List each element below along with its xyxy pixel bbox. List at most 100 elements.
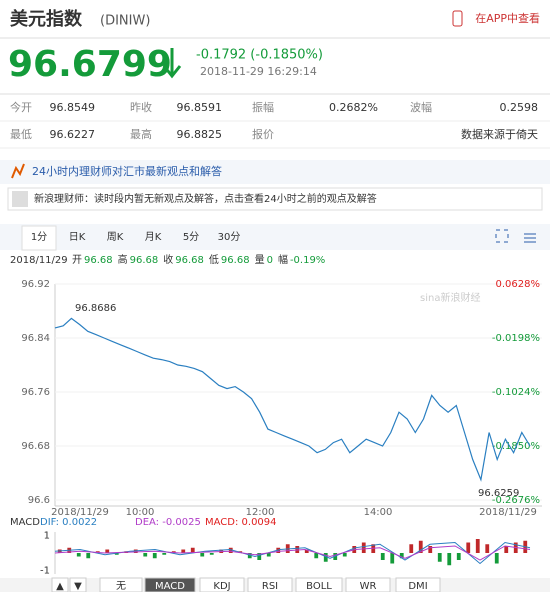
stat-value: 96.6227 [50, 128, 96, 141]
macd-bar [76, 553, 81, 557]
info-label: 量 [255, 254, 265, 266]
advisor-title[interactable]: 24小时内理财师对汇市最新观点和解答 [32, 164, 222, 178]
macd-bar [304, 549, 309, 553]
x-tick-label: 2018/11/29 [479, 507, 537, 518]
y-tick-label: 96.92 [21, 279, 50, 290]
macd-bar [342, 553, 347, 557]
macd-tick: -1 [40, 566, 50, 577]
macd-bar [105, 549, 110, 553]
bottom-tab[interactable]: BOLL [306, 581, 332, 592]
info-value: 96.68 [130, 255, 159, 266]
macd-bar [143, 553, 148, 557]
bottom-tab[interactable]: KDJ [213, 581, 230, 592]
right-label: -0.2676% [492, 495, 540, 506]
macd-bar [409, 544, 414, 553]
stat-value: 0.2598 [500, 101, 539, 114]
y-tick-label: 96.76 [21, 387, 50, 398]
price-line [54, 317, 531, 482]
stat-label: 最高 [130, 127, 152, 141]
high-label: 96.8686 [75, 303, 116, 314]
macd-bar [361, 542, 366, 553]
macd-bar [494, 553, 499, 564]
bottom-tab[interactable]: RSI [262, 581, 278, 592]
advisor-icon [11, 163, 25, 179]
tab[interactable]: 周K [107, 231, 124, 243]
info-date: 2018/11/29 [10, 255, 68, 266]
app-link[interactable]: 在APP中查看 [475, 11, 540, 25]
macd-bar [209, 553, 214, 555]
tab[interactable]: 月K [145, 231, 162, 243]
y-tick-label: 96.84 [21, 333, 50, 344]
stat-label: 波幅 [410, 101, 432, 114]
info-value: -0.19% [290, 255, 325, 266]
macd-bar [181, 549, 186, 553]
macd-bar [456, 553, 461, 560]
bottom-tab[interactable]: 无 [116, 581, 126, 592]
stat-label: 最低 [10, 128, 32, 141]
menu-icon[interactable] [524, 233, 536, 243]
macd-bar [418, 540, 423, 553]
tab[interactable]: 1分 [31, 231, 47, 243]
macd-legend: MACD [10, 517, 40, 528]
advisor-bar [0, 160, 550, 184]
time: 2018-11-29 16:29:14 [200, 65, 317, 78]
phone-icon [452, 10, 463, 27]
macd-bar [86, 553, 91, 559]
macd-bar [314, 553, 319, 559]
dea-line [54, 545, 531, 561]
stat-label: 昨收 [130, 100, 152, 114]
bottom-tab[interactable]: DMI [408, 581, 427, 592]
fullscreen-icon[interactable] [495, 229, 509, 243]
info-label: 开 [72, 255, 82, 266]
macd-bar [190, 547, 195, 553]
tab-selected [21, 225, 57, 251]
info-label: 高 [118, 253, 128, 266]
macd-bar [247, 553, 252, 559]
y-tick-label: 96.68 [21, 441, 50, 452]
macd-bar [475, 539, 480, 553]
info-value: 0 [267, 255, 273, 266]
price: 96.6799 [8, 44, 172, 85]
right-label: -0.0198% [492, 333, 540, 344]
code: (DINIW) [100, 14, 150, 29]
bottom-tab[interactable]: WR [360, 581, 377, 592]
macd-bar [380, 553, 385, 560]
stat-value: 96.8591 [177, 101, 223, 114]
info-label: 幅 [278, 253, 288, 266]
bottom-tab[interactable]: ▲ [56, 581, 64, 592]
advisor-box [7, 187, 543, 211]
x-tick-label: 10:00 [126, 507, 155, 518]
stat-label: 报价 [252, 127, 274, 141]
macd-legend: DIF: 0.0022 [40, 517, 97, 528]
stat-value: 96.8549 [50, 101, 96, 114]
stat-value: 96.8825 [177, 128, 223, 141]
macd-bar [390, 553, 395, 564]
macd-bar [228, 547, 233, 553]
info-label: 收 [163, 253, 173, 266]
macd-bar [447, 553, 452, 566]
right-label: -0.1024% [492, 387, 540, 398]
advisor-message[interactable]: 新浪理财师：读时段内暂无新观点及解答，点击查看24小时之前的观点及解答 [34, 192, 377, 205]
tab[interactable]: 5分 [183, 231, 199, 243]
macd-bar [323, 553, 328, 562]
macd-bar [152, 553, 157, 559]
bottom-tab[interactable]: MACD [155, 581, 185, 592]
title: 美元指数 [10, 8, 83, 30]
macd-bar [295, 546, 300, 553]
macd-tick: 1 [44, 531, 50, 542]
y-tick-label: 96.6 [28, 495, 50, 506]
macd-bar [114, 553, 119, 555]
info-label: 低 [209, 253, 219, 266]
macd-bar [162, 553, 167, 555]
macd-bar [485, 544, 490, 553]
stat-label: 今开 [10, 100, 32, 114]
macd-bar [200, 553, 205, 557]
down-arrow [162, 48, 182, 79]
bottom-tab[interactable]: ▼ [74, 581, 82, 592]
tab[interactable]: 30分 [218, 231, 241, 243]
macd-legend: MACD: 0.0094 [205, 517, 277, 528]
tab[interactable]: 日K [69, 232, 86, 243]
macd-bar [466, 542, 471, 553]
change: -0.1792 (-0.1850%) [196, 48, 323, 63]
